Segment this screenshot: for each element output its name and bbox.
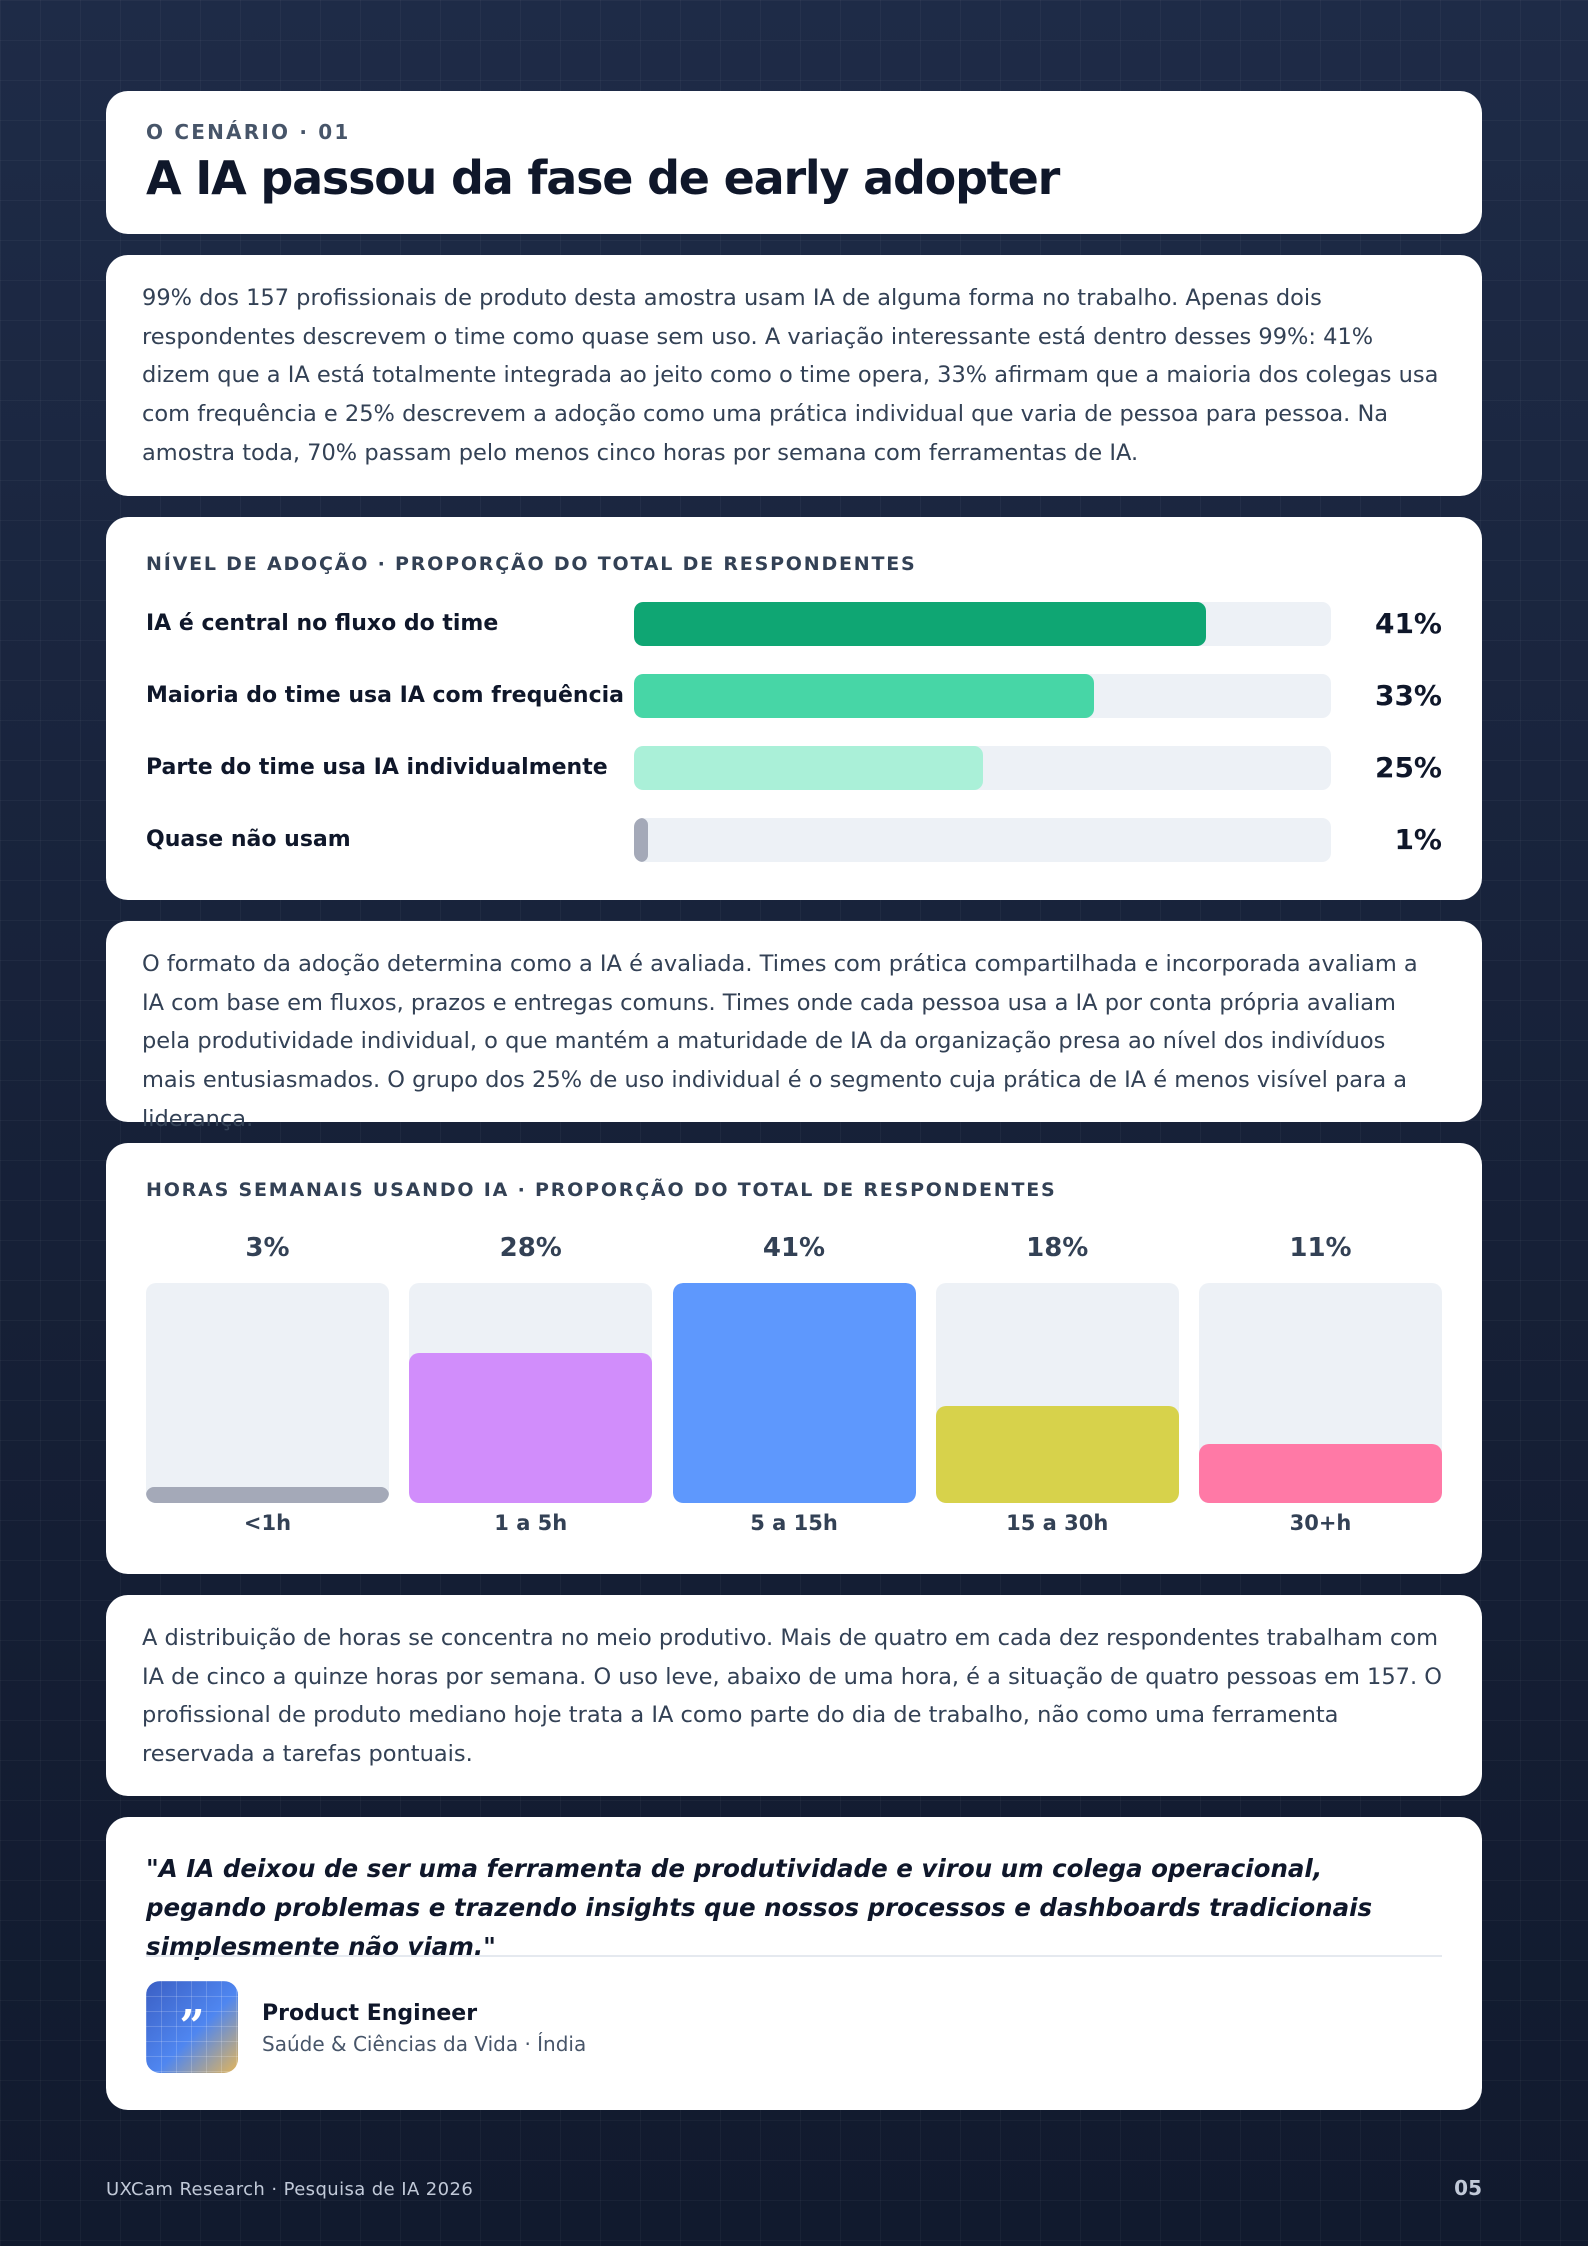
adoption-label: Maioria do time usa IA com frequência: [146, 683, 625, 708]
adoption-row: IA é central no fluxo do time 41%: [146, 602, 1442, 646]
hours-bar-track: [672, 1283, 916, 1503]
hours-label: <1h: [243, 1511, 292, 1535]
intro-paragraph: 99% dos 157 profissionais de produto des…: [142, 285, 1439, 466]
hours-bar: [146, 1486, 389, 1503]
hours-bar-track: [1199, 1283, 1442, 1503]
section-eyebrow: O CENÁRIO · 01: [146, 120, 351, 144]
hours-value: 18%: [1026, 1233, 1089, 1263]
adoption-row: Parte do time usa IA individualmente 25%: [146, 746, 1442, 790]
hours-value: 28%: [499, 1233, 562, 1263]
hours-bar-track: [935, 1283, 1179, 1503]
page-number: 05: [1454, 2176, 1482, 2200]
hours-bar: [409, 1352, 653, 1503]
adoption-bar-track: [634, 746, 1331, 790]
hours-label: 5 a 15h: [750, 1511, 838, 1535]
adoption-value: 25%: [1374, 751, 1442, 784]
author-role: Product Engineer: [262, 2001, 478, 2026]
quote-divider: [146, 1955, 1442, 1957]
intro-card: 99% dos 157 profissionais de produto des…: [106, 255, 1482, 496]
adoption-value: 1%: [1394, 823, 1442, 856]
hours-column: 3% <1h: [146, 1233, 389, 1535]
hours-column: 41% 5 a 15h: [672, 1233, 916, 1535]
quote-text: "A IA deixou de ser uma ferramenta de pr…: [146, 1854, 1373, 1961]
adoption-bar: [634, 746, 983, 790]
adoption-chart-card: NÍVEL DE ADOÇÃO · PROPORÇÃO DO TOTAL DE …: [106, 517, 1482, 900]
adoption-bar: [634, 602, 1206, 646]
hours-label: 1 a 5h: [494, 1511, 568, 1535]
adoption-label: Parte do time usa IA individualmente: [146, 755, 608, 780]
adoption-label: IA é central no fluxo do time: [146, 611, 499, 636]
hours-column: 11% 30+h: [1199, 1233, 1442, 1535]
adoption-value: 33%: [1374, 679, 1442, 712]
hours-column: 28% 1 a 5h: [409, 1233, 653, 1535]
hours-value: 41%: [762, 1233, 826, 1263]
adoption-paragraph: O formato da adoção determina como a IA …: [142, 951, 1418, 1132]
hours-chart-card: HORAS SEMANAIS USANDO IA · PROPORÇÃO DO …: [106, 1143, 1482, 1574]
quote-mark-icon: ”: [179, 2001, 205, 2052]
hours-bar-track: [146, 1283, 389, 1503]
adoption-row: Maioria do time usa IA com frequência 33%: [146, 674, 1442, 718]
page-title: A IA passou da fase de early adopter: [146, 151, 1060, 205]
header-card: O CENÁRIO · 01 A IA passou da fase de ea…: [106, 91, 1482, 234]
adoption-bar: [634, 818, 648, 862]
hours-paragraph: A distribuição de horas se concentra no …: [142, 1625, 1443, 1768]
hours-value: 11%: [1289, 1233, 1352, 1263]
hours-label: 15 a 30h: [1006, 1511, 1109, 1535]
hours-bar: [672, 1283, 916, 1503]
adoption-bar-track: [634, 602, 1331, 646]
adoption-label: Quase não usam: [146, 827, 351, 852]
quote-avatar: ”: [146, 1981, 238, 2073]
adoption-bar-track: [634, 674, 1331, 718]
adoption-value: 41%: [1374, 607, 1442, 640]
hours-bar: [1199, 1443, 1442, 1503]
hours-column: 18% 15 a 30h: [935, 1233, 1179, 1535]
quote-card: "A IA deixou de ser uma ferramenta de pr…: [106, 1817, 1482, 2110]
hours-bar: [935, 1406, 1179, 1503]
hours-bar-track: [409, 1283, 653, 1503]
hours-label: 30+h: [1289, 1511, 1352, 1535]
hours-value: 3%: [245, 1233, 290, 1263]
adoption-chart-title: NÍVEL DE ADOÇÃO · PROPORÇÃO DO TOTAL DE …: [146, 553, 917, 575]
adoption-row: Quase não usam 1%: [146, 818, 1442, 862]
adoption-bar-track: [634, 818, 1331, 862]
footer-source: UXCam Research · Pesquisa de IA 2026: [106, 2179, 474, 2200]
hours-chart-title: HORAS SEMANAIS USANDO IA · PROPORÇÃO DO …: [146, 1179, 1057, 1201]
hours-text-card: A distribuição de horas se concentra no …: [106, 1595, 1482, 1796]
adoption-bar: [634, 674, 1095, 718]
author-meta: Saúde & Ciências da Vida · Índia: [262, 2032, 587, 2056]
adoption-text-card: O formato da adoção determina como a IA …: [106, 921, 1482, 1132]
